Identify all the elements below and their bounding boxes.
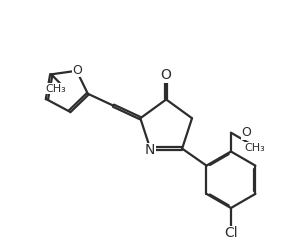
Text: O: O bbox=[161, 68, 172, 82]
Text: N: N bbox=[145, 143, 155, 157]
Text: O: O bbox=[72, 63, 82, 77]
Text: Cl: Cl bbox=[224, 226, 238, 240]
Text: CH₃: CH₃ bbox=[45, 84, 66, 94]
Text: O: O bbox=[241, 126, 251, 139]
Text: CH₃: CH₃ bbox=[245, 143, 266, 153]
